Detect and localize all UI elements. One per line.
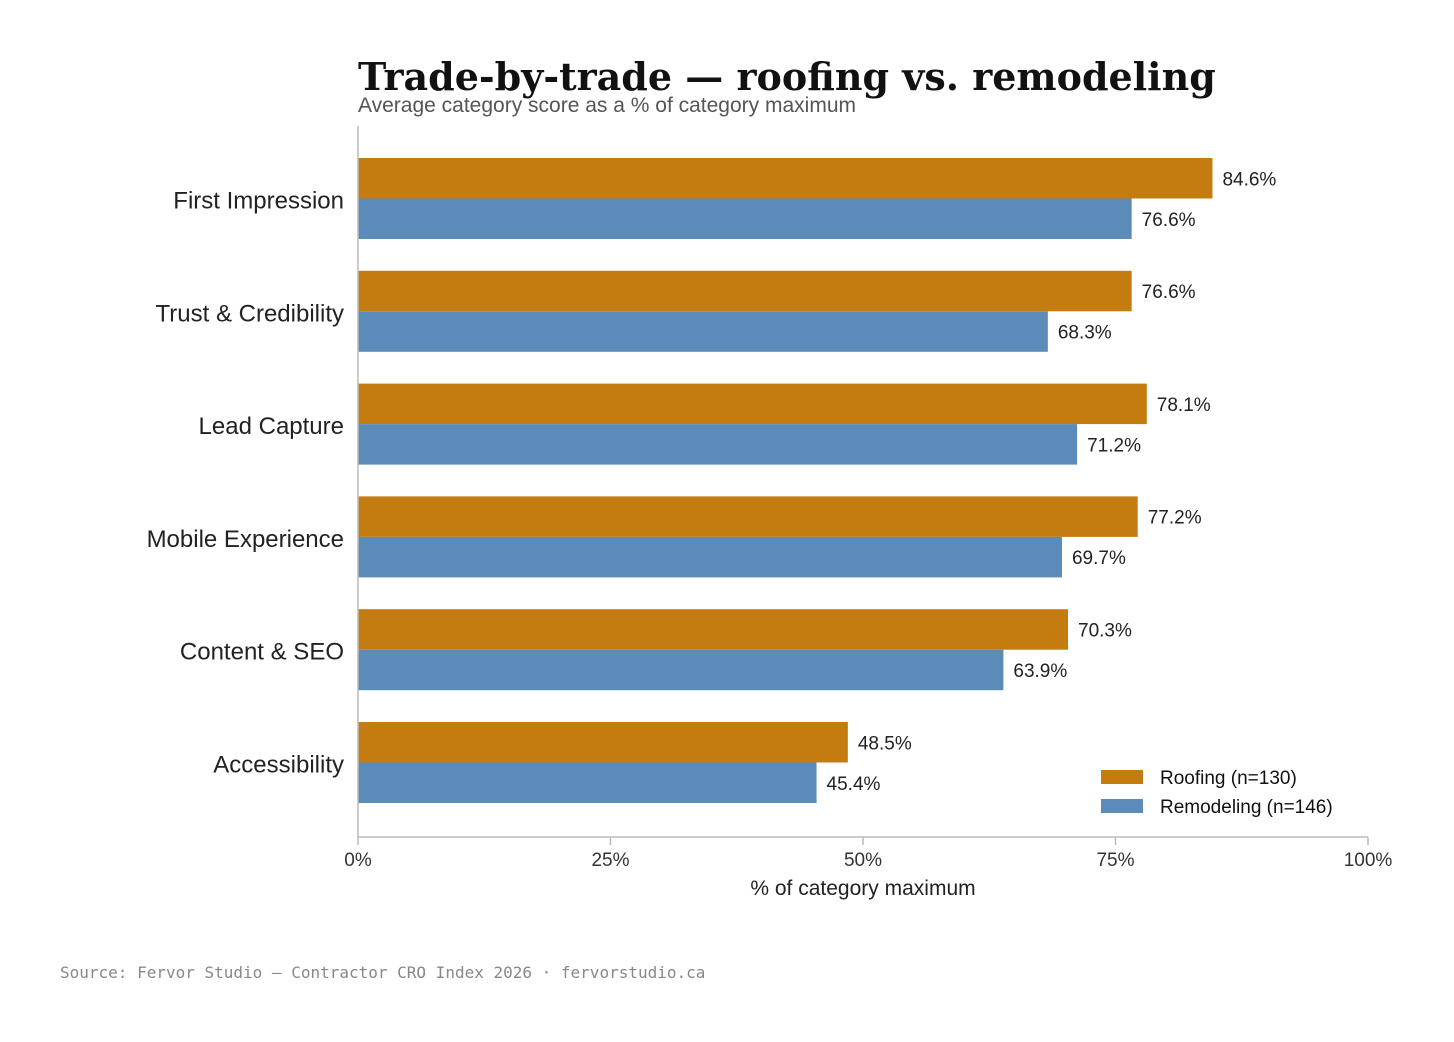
category-label-first-impression: First Impression: [173, 188, 344, 215]
category-label-lead-capture: Lead Capture: [199, 413, 344, 440]
x-tick-label-75: 75%: [1096, 850, 1134, 871]
bar-remodeling-mobile-experience: [358, 536, 1062, 578]
value-label-roofing-first-impression: 84.6%: [1222, 169, 1276, 190]
x-tick-label-50: 50%: [844, 850, 882, 871]
bar-roofing-mobile-experience: [358, 496, 1138, 537]
x-tick-label-100: 100%: [1344, 850, 1393, 871]
value-label-roofing-lead-capture: 78.1%: [1157, 395, 1211, 416]
value-label-roofing-trust-and-credibility: 76.6%: [1142, 282, 1196, 303]
bar-roofing-content-and-seo: [358, 609, 1069, 650]
category-labels-layer: First Impression Trust & Credibility Lead …: [147, 188, 344, 779]
chart-title: Trade-by-trade — roofing vs. remodeling: [358, 54, 1216, 99]
value-label-roofing-mobile-experience: 77.2%: [1148, 508, 1202, 529]
bar-remodeling-accessibility: [358, 762, 817, 803]
bar-roofing-lead-capture: [358, 383, 1147, 425]
legend-swatch-remodeling: [1101, 799, 1143, 813]
category-label-mobile-experience: Mobile Experience: [147, 526, 344, 553]
bar-roofing-accessibility: [358, 722, 848, 763]
x-tick-label-25: 25%: [591, 850, 629, 871]
value-label-roofing-accessibility: 48.5%: [858, 733, 912, 754]
bar-roofing-first-impression: [358, 158, 1213, 199]
category-label-accessibility: Accessibility: [213, 752, 344, 779]
value-label-roofing-content-and-seo: 70.3%: [1078, 620, 1132, 641]
category-label-trust-and-credibility: Trust & Credibility: [156, 300, 344, 327]
value-label-remodeling-mobile-experience: 69.7%: [1072, 548, 1126, 569]
bar-roofing-trust-and-credibility: [358, 270, 1132, 312]
bar-remodeling-first-impression: [358, 198, 1132, 239]
source-note: Source: Fervor Studio — Contractor CRO I…: [60, 963, 705, 982]
bars-layer: [358, 158, 1213, 803]
bar-remodeling-lead-capture: [358, 424, 1078, 465]
x-ticks-layer: 0% 25% 50% 75% 100%: [344, 837, 1392, 871]
legend: Roofing (n=130) Remodeling (n=146): [1101, 768, 1333, 818]
value-labels-layer: 84.6% 76.6% 76.6% 68.3% 78.1% 71.2% 77.2% 69.7%…: [827, 169, 1277, 795]
bar-remodeling-trust-and-credibility: [358, 311, 1048, 352]
chart-subtitle: Average category score as a % of categor…: [358, 94, 856, 117]
category-label-content-and-seo: Content & SEO: [180, 639, 344, 666]
x-axis-title: % of category maximum: [750, 877, 975, 900]
legend-label-roofing: Roofing (n=130): [1160, 768, 1297, 789]
x-tick-label-0: 0%: [344, 850, 372, 871]
value-label-remodeling-accessibility: 45.4%: [827, 774, 881, 795]
legend-swatch-roofing: [1101, 770, 1143, 784]
bar-remodeling-content-and-seo: [358, 649, 1004, 691]
value-label-remodeling-lead-capture: 71.2%: [1087, 435, 1141, 456]
value-label-remodeling-trust-and-credibility: 68.3%: [1058, 323, 1112, 344]
value-label-remodeling-content-and-seo: 63.9%: [1013, 661, 1067, 682]
legend-label-remodeling: Remodeling (n=146): [1160, 797, 1333, 818]
value-label-remodeling-first-impression: 76.6%: [1142, 210, 1196, 231]
